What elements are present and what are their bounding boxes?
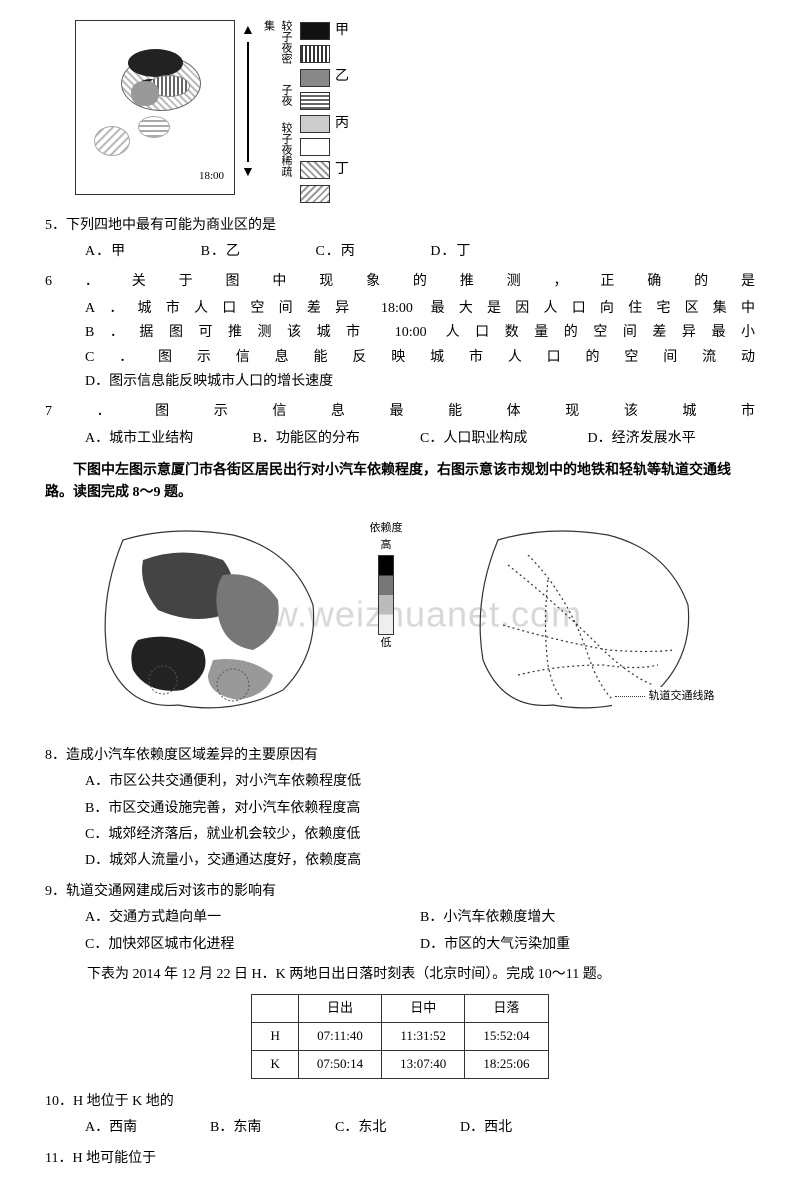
- q6-opt-d: D．图示信息能反映城市人口的增长速度: [85, 371, 755, 393]
- q5-text: 5．下列四地中最有可能为商业区的是: [45, 215, 755, 237]
- q8-opt-a: A．市区公共交通便利，对小汽车依赖程度低: [85, 771, 755, 793]
- q7-opt-a: A．城市工业结构: [85, 428, 253, 450]
- q10-opt-d: D．西北: [460, 1117, 585, 1139]
- arrow-down-icon: ▼: [241, 162, 255, 184]
- question-5: 5．下列四地中最有可能为商业区的是 A．甲 B．乙 C．丙 D．丁: [45, 215, 755, 264]
- rail-label: 轨道交通线路: [612, 687, 718, 707]
- legend-high: 高: [381, 537, 392, 555]
- legend: ▲ ▼ 较子夜密集 子夜 较子夜稀疏 甲 乙 丙 丁: [235, 20, 349, 203]
- q6-opt-b: B．据图可推测该城市 10:00 人口数量的空间差异最小: [85, 322, 755, 344]
- q8-opt-d: D．城郊人流量小，交通通达度好，依赖度高: [85, 850, 755, 872]
- q8-opt-c: C．城郊经济落后，就业机会较少，依赖度低: [85, 824, 755, 846]
- q5-opt-a: A．甲: [85, 244, 126, 259]
- q6-opt-c: C．图示信息能反映城市人口的空间流动: [85, 347, 755, 369]
- q7-opt-c: C．人口职业构成: [420, 428, 588, 450]
- th-sunset: 日落: [465, 995, 548, 1023]
- q9-opt-a: A．交通方式趋向单一: [85, 907, 420, 929]
- th-noon: 日中: [382, 995, 465, 1023]
- marker-c: 丙: [335, 113, 349, 135]
- q7-opt-b: B．功能区的分布: [253, 428, 421, 450]
- q9-opt-d: D．市区的大气污染加重: [420, 934, 755, 956]
- q5-opt-c: C．丙: [315, 244, 355, 259]
- q10-text: 10．H 地位于 K 地的: [45, 1091, 755, 1113]
- table-header-row: 日出 日中 日落: [252, 995, 548, 1023]
- question-7: 7．图示信息最能体现该城市 A．城市工业结构 B．功能区的分布 C．人口职业构成…: [45, 401, 755, 450]
- dependency-legend: 依赖度 高 低: [370, 520, 403, 653]
- q9-text: 9．轨道交通网建成后对该市的影响有: [45, 881, 755, 903]
- legend-low: 低: [381, 635, 392, 653]
- density-map: 18:00: [75, 20, 235, 195]
- intro-10-11: 下表为 2014 年 12 月 22 日 H．K 两地日出日落时刻表（北京时间）…: [45, 964, 755, 986]
- map-dependency: 依赖度 高 低: [83, 515, 343, 725]
- legend-title: 依赖度: [370, 520, 403, 538]
- table-row: K 07:50:14 13:07:40 18:25:06: [252, 1050, 548, 1078]
- question-10: 10．H 地位于 K 地的 A．西南 B．东南 C．东北 D．西北: [45, 1091, 755, 1140]
- q10-opt-c: C．东北: [335, 1117, 460, 1139]
- map-rail: 轨道交通线路: [458, 515, 718, 725]
- figure-density-diagram: 18:00 ▲ ▼ 较子夜密集 子夜 较子夜稀疏 甲 乙 丙 丁: [75, 20, 755, 203]
- legend-sparse: 较子夜稀疏: [259, 122, 294, 180]
- maps-row: 依赖度 高 低 轨道交通线路: [45, 515, 755, 725]
- marker-a: 甲: [335, 20, 349, 42]
- legend-dense: 较子夜密集: [259, 20, 294, 68]
- q10-opt-a: A．西南: [85, 1117, 210, 1139]
- arrow-up-icon: ▲: [241, 20, 255, 42]
- sun-table: 日出 日中 日落 H 07:11:40 11:31:52 15:52:04 K …: [251, 994, 548, 1078]
- question-11: 11．H 地可能位于: [45, 1148, 755, 1170]
- marker-d: 丁: [335, 159, 349, 181]
- q6-opt-a: A．城市人口空间差异 18:00 最大是因人口向住宅区集中: [85, 298, 755, 320]
- q5-opt-d: D．丁: [430, 244, 471, 259]
- question-8: 8．造成小汽车依赖度区域差异的主要原因有 A．市区公共交通便利，对小汽车依赖程度…: [45, 745, 755, 873]
- question-9: 9．轨道交通网建成后对该市的影响有 A．交通方式趋向单一 B．小汽车依赖度增大 …: [45, 881, 755, 956]
- marker-b: 乙: [335, 66, 349, 88]
- table-row: H 07:11:40 11:31:52 15:52:04: [252, 1023, 548, 1051]
- q7-opt-d: D．经济发展水平: [588, 428, 756, 450]
- legend-midnight: 子夜: [259, 84, 294, 106]
- time-label: 18:00: [199, 168, 224, 186]
- q7-text: 7．图示信息最能体现该城市: [45, 401, 755, 423]
- intro-8-9: 下图中左图示意厦门市各街区居民出行对小汽车依赖程度，右图示意该市规划中的地铁和轻…: [45, 460, 755, 505]
- th-blank: [252, 995, 298, 1023]
- q5-opt-b: B．乙: [201, 244, 241, 259]
- question-6: 6．关于图中现象的推测，正确的是 A．城市人口空间差异 18:00 最大是因人口…: [45, 271, 755, 393]
- q6-text: 6．关于图中现象的推测，正确的是: [45, 271, 755, 293]
- q9-opt-b: B．小汽车依赖度增大: [420, 907, 755, 929]
- q8-text: 8．造成小汽车依赖度区域差异的主要原因有: [45, 745, 755, 767]
- th-sunrise: 日出: [298, 995, 381, 1023]
- q11-text: 11．H 地可能位于: [45, 1148, 755, 1170]
- q10-opt-b: B．东南: [210, 1117, 335, 1139]
- q8-opt-b: B．市区交通设施完善，对小汽车依赖程度高: [85, 798, 755, 820]
- q9-opt-c: C．加快郊区城市化进程: [85, 934, 420, 956]
